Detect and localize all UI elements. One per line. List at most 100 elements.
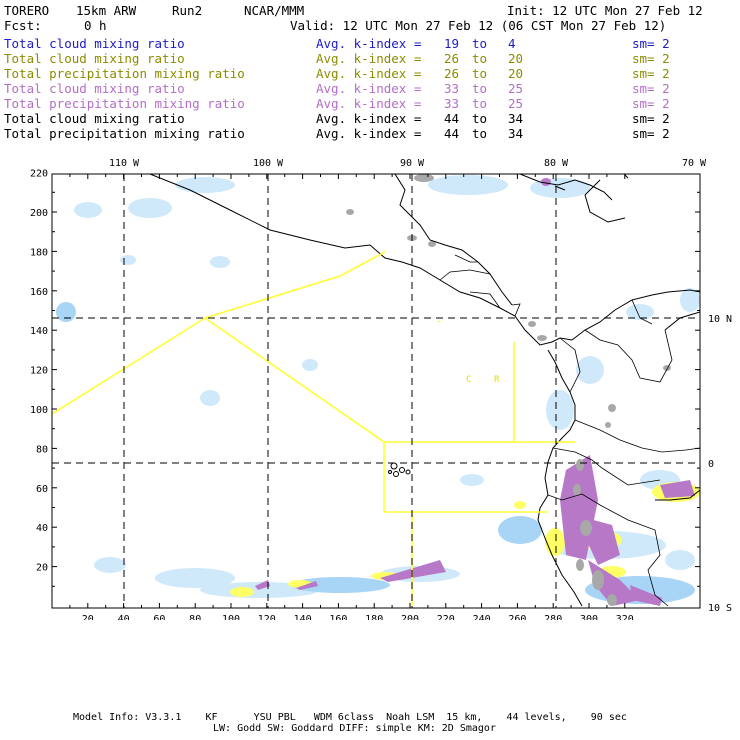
- x-axis-tick-label: 100: [222, 614, 240, 620]
- init-time: Init: 12 UTC Mon 27 Feb 12: [507, 3, 703, 18]
- model-name: TORERO: [4, 3, 50, 18]
- country-borders: [439, 254, 700, 607]
- forecast-value: 0 h: [84, 18, 107, 33]
- y-axis-tick-label: 180: [30, 247, 48, 258]
- longitude-label: 110 W: [109, 158, 140, 169]
- legend-kindex-label: Avg. k-index =: [316, 96, 422, 111]
- legend-smoothing: sm= 2: [632, 66, 670, 81]
- legend-field: Total cloud mixing ratio: [4, 111, 185, 126]
- latitude-label: 0: [708, 459, 714, 470]
- y-axis-tick-label: 100: [30, 405, 48, 416]
- y-axis-tick-label: 120: [30, 366, 48, 377]
- legend-kindex-to-word: to: [472, 66, 488, 81]
- legend-smoothing: sm= 2: [632, 51, 670, 66]
- y-axis-tick-label: 220: [30, 169, 48, 180]
- valid-time: Valid: 12 UTC Mon 27 Feb 12 (06 CST Mon …: [290, 18, 667, 33]
- org-label: NCAR/MMM: [244, 3, 305, 18]
- legend-field: Total cloud mixing ratio: [4, 51, 185, 66]
- y-axis-tick-label: 200: [30, 208, 48, 219]
- y-axis-tick-label: 160: [30, 287, 48, 298]
- legend-smoothing: sm= 2: [632, 126, 670, 141]
- x-axis-tick-label: 80: [189, 614, 201, 620]
- legend-field: Total precipitation mixing ratio: [4, 126, 245, 141]
- y-axis-tick-label: 40: [36, 523, 48, 534]
- axis-tick-labels: 20 40 60 80 100 120 140 160 180 200 220 240 260 280 30…: [30, 158, 732, 620]
- legend-kindex-label: Avg. k-index =: [316, 126, 422, 141]
- x-axis-tick-label: 140: [294, 614, 312, 620]
- legend-kindex-label: Avg. k-index =: [316, 111, 422, 126]
- region-boundaries: [52, 251, 575, 606]
- region-label-r: R: [494, 375, 500, 385]
- model-info-line2: LW: Godd SW: Goddard DIFF: simple KM: 2D…: [213, 723, 496, 734]
- legend-field: Total precipitation mixing ratio: [4, 96, 245, 111]
- longitude-label: 90 W: [400, 158, 425, 169]
- legend-kindex-to: 20: [508, 51, 524, 66]
- x-axis-tick-label: 60: [153, 614, 165, 620]
- legend-kindex-to: 34: [508, 126, 524, 141]
- longitude-label: 80 W: [544, 158, 569, 169]
- map-frame: [51, 173, 701, 609]
- legend-kindex-to: 4: [508, 36, 516, 51]
- legend-smoothing: sm= 2: [632, 36, 670, 51]
- legend-kindex-from: 26: [444, 66, 460, 81]
- legend-kindex-from: 19: [444, 36, 460, 51]
- forecast-label: Fcst:: [4, 18, 42, 33]
- region-label-c: C: [466, 375, 471, 385]
- legend-kindex-label: Avg. k-index =: [316, 81, 422, 96]
- legend-kindex-to-word: to: [472, 126, 488, 141]
- legend-field: Total cloud mixing ratio: [4, 81, 185, 96]
- legend-kindex-to-word: to: [472, 36, 488, 51]
- x-axis-tick-label: 320: [616, 614, 634, 620]
- x-axis-tick-label: 240: [473, 614, 491, 620]
- model-info-line1: Model Info: V3.3.1 KF YSU PBL WDM 6class…: [73, 712, 627, 723]
- legend-field: Total cloud mixing ratio: [4, 36, 185, 51]
- legend-kindex-from: 33: [444, 96, 460, 111]
- legend-kindex-from: 26: [444, 51, 460, 66]
- legend-smoothing: sm= 2: [632, 96, 670, 111]
- x-axis-tick-label: 180: [365, 614, 383, 620]
- legend-kindex-to-word: to: [472, 111, 488, 126]
- legend-smoothing: sm= 2: [632, 111, 670, 126]
- map-interior: C R .: [52, 174, 700, 608]
- legend-field: Total precipitation mixing ratio: [4, 66, 245, 81]
- legend-kindex-to-word: to: [472, 96, 488, 111]
- legend-kindex-from: 33: [444, 81, 460, 96]
- galapagos-islands: [388, 462, 411, 477]
- x-axis-tick-label: 200: [401, 614, 419, 620]
- legend-kindex-label: Avg. k-index =: [316, 51, 422, 66]
- y-axis-tick-label: 80: [36, 444, 48, 455]
- x-axis-tick-label: 260: [508, 614, 526, 620]
- coastlines: [149, 174, 700, 607]
- legend-kindex-from: 44: [444, 126, 460, 141]
- model-resolution: 15km ARW: [76, 3, 137, 18]
- legend-kindex-to-word: to: [472, 51, 488, 66]
- run-label: Run2: [172, 3, 203, 18]
- x-axis-tick-label: 160: [329, 614, 347, 620]
- y-axis-tick-label: 140: [30, 326, 48, 337]
- axis-ticks: [52, 174, 700, 608]
- x-axis-tick-label: 300: [580, 614, 598, 620]
- legend-kindex-label: Avg. k-index =: [316, 66, 422, 81]
- x-axis-tick-label: 120: [258, 614, 276, 620]
- legend-kindex-label: Avg. k-index =: [316, 36, 422, 51]
- latitude-label: 10 S: [708, 603, 732, 614]
- legend-kindex-to: 25: [508, 81, 524, 96]
- legend-kindex-to: 25: [508, 96, 524, 111]
- legend-smoothing: sm= 2: [632, 81, 670, 96]
- map-plot: C R . 20 40 60 80 100 120 140 160 180 200 220 240 26…: [30, 158, 732, 620]
- legend-kindex-to: 20: [508, 66, 524, 81]
- latitude-label: 10 N: [708, 314, 732, 325]
- longitude-label: 100 W: [253, 158, 284, 169]
- lat-lon-grid: [52, 174, 700, 608]
- x-axis-tick-label: 40: [118, 614, 130, 620]
- x-axis-tick-label: 280: [544, 614, 562, 620]
- longitude-label: 70 W: [682, 158, 707, 169]
- legend-kindex-to: 34: [508, 111, 524, 126]
- y-axis-tick-label: 60: [36, 484, 48, 495]
- legend-kindex-to-word: to: [472, 81, 488, 96]
- y-axis-tick-label: 20: [36, 563, 48, 574]
- legend-kindex-from: 44: [444, 111, 460, 126]
- x-axis-tick-label: 220: [437, 614, 455, 620]
- region-mark: .: [436, 315, 441, 325]
- x-axis-tick-label: 20: [82, 614, 94, 620]
